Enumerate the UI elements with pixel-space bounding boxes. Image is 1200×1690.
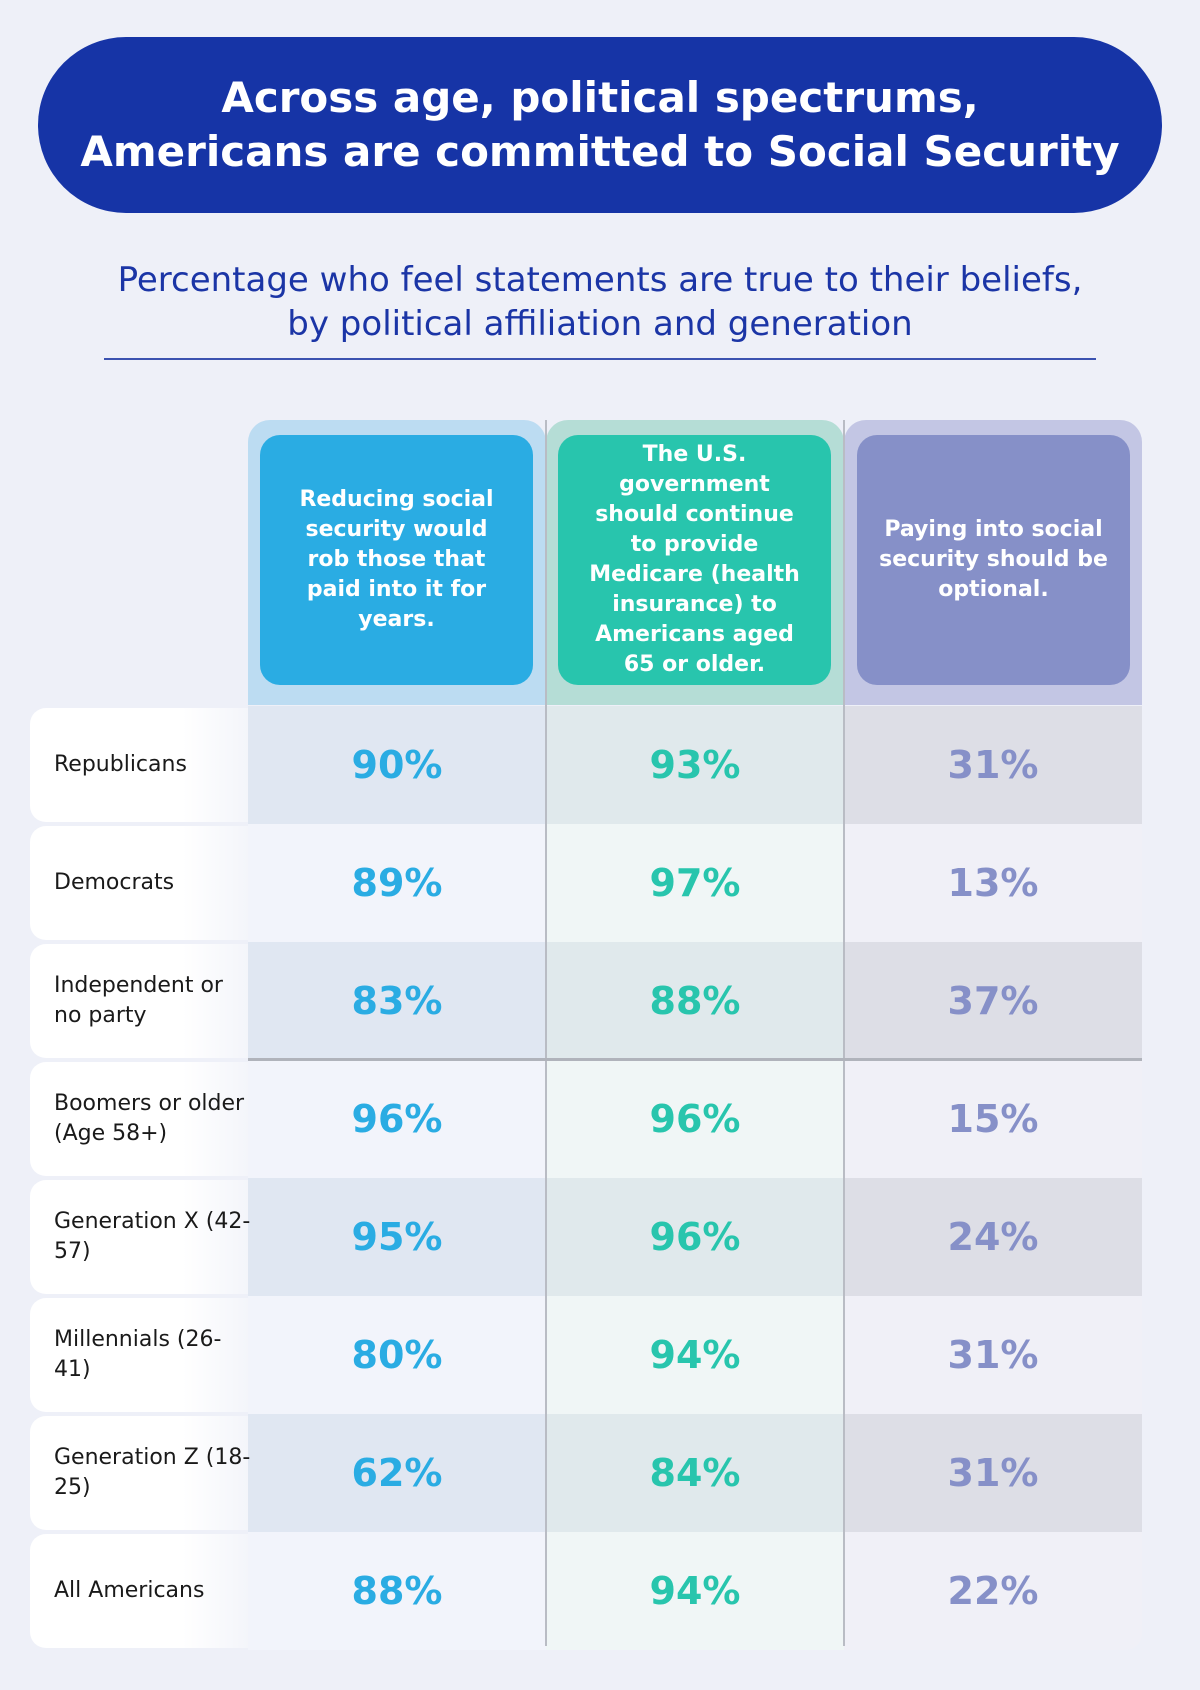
table-cell-background [546, 1532, 844, 1650]
table-cell-background [844, 1414, 1142, 1532]
table-cell-background [844, 1060, 1142, 1178]
row-label: Millennials (26-41) [54, 1327, 222, 1382]
subtitle-line-2: by political affiliation and generation [287, 304, 913, 344]
table-value: 80% [351, 1333, 443, 1377]
table-value: 15% [947, 1097, 1039, 1141]
table-cell-background [546, 1296, 844, 1414]
table-value: 31% [947, 743, 1039, 787]
table-value: 83% [351, 979, 443, 1023]
table-cell-background [844, 1296, 1142, 1414]
row-label-background [30, 1062, 248, 1176]
subtitle-line-1: Percentage who feel statements are true … [117, 260, 1083, 300]
table-cell-background [546, 706, 844, 824]
column-header-3: Paying into social security should be op… [857, 435, 1130, 685]
table-cell-background [248, 824, 546, 942]
table-value: 22% [947, 1569, 1039, 1613]
row-label-background [30, 1534, 248, 1648]
table-value: 37% [947, 979, 1039, 1023]
table-value: 90% [351, 743, 443, 787]
table-cell-background [248, 1060, 546, 1178]
column-header-1: Reducing social security would rob those… [260, 435, 533, 685]
row-label-background [30, 1416, 248, 1530]
table-value: 84% [649, 1451, 741, 1495]
table-value: 93% [649, 743, 741, 787]
table-value: 96% [351, 1097, 443, 1141]
title-banner: Across age, political spectrums, America… [38, 37, 1162, 213]
table-cell-background [844, 824, 1142, 942]
table-cell-background [546, 824, 844, 942]
column-header-2: The U.S. government should continue to p… [558, 435, 831, 685]
table-value: 95% [351, 1215, 443, 1259]
row-label: Generation Z (18-25) [54, 1445, 251, 1500]
table-cell-background [248, 1178, 546, 1296]
group-separator [248, 1058, 1142, 1061]
table-cell-background [844, 942, 1142, 1060]
table-cell-background [248, 706, 546, 824]
table-value: 88% [351, 1569, 443, 1613]
table-cell-background [844, 1178, 1142, 1296]
row-label-background [30, 944, 248, 1058]
table-value: 24% [947, 1215, 1039, 1259]
table-cell-background [248, 1296, 546, 1414]
column-divider-2 [843, 420, 845, 1646]
table-cell-background [844, 706, 1142, 824]
table-cell-background [546, 1414, 844, 1532]
title-line-1: Across age, political spectrums, [221, 73, 979, 122]
table-cell-background [248, 1414, 546, 1532]
row-label-background [30, 826, 248, 940]
table-value: 31% [947, 1333, 1039, 1377]
row-label: All Americans [54, 1578, 205, 1603]
table-value: 89% [351, 861, 443, 905]
table-cell-background [248, 942, 546, 1060]
row-label: Independent or no party [54, 973, 223, 1028]
subtitle-rule [104, 358, 1096, 360]
table-value: 62% [351, 1451, 443, 1495]
row-label-background [30, 708, 248, 822]
title-line-2: Americans are committed to Social Securi… [80, 127, 1120, 176]
table-cell-background [546, 1178, 844, 1296]
table-value: 97% [649, 861, 741, 905]
table-value: 88% [649, 979, 741, 1023]
row-label: Generation X (42-57) [54, 1209, 251, 1264]
table-cell-background [546, 1060, 844, 1178]
table-value: 94% [649, 1569, 741, 1613]
table-cell-background [546, 942, 844, 1060]
table-cell-background [248, 1532, 546, 1650]
table-value: 96% [649, 1097, 741, 1141]
table-value: 94% [649, 1333, 741, 1377]
row-label: Boomers or older (Age 58+) [54, 1091, 245, 1146]
table-value: 13% [947, 861, 1039, 905]
row-label-background [30, 1180, 248, 1294]
row-label-background [30, 1298, 248, 1412]
table-value: 96% [649, 1215, 741, 1259]
table-value: 31% [947, 1451, 1039, 1495]
row-label: Republicans [54, 752, 187, 777]
row-label: Democrats [54, 870, 175, 895]
table-cell-background [844, 1532, 1142, 1650]
column-divider-1 [545, 420, 547, 1646]
